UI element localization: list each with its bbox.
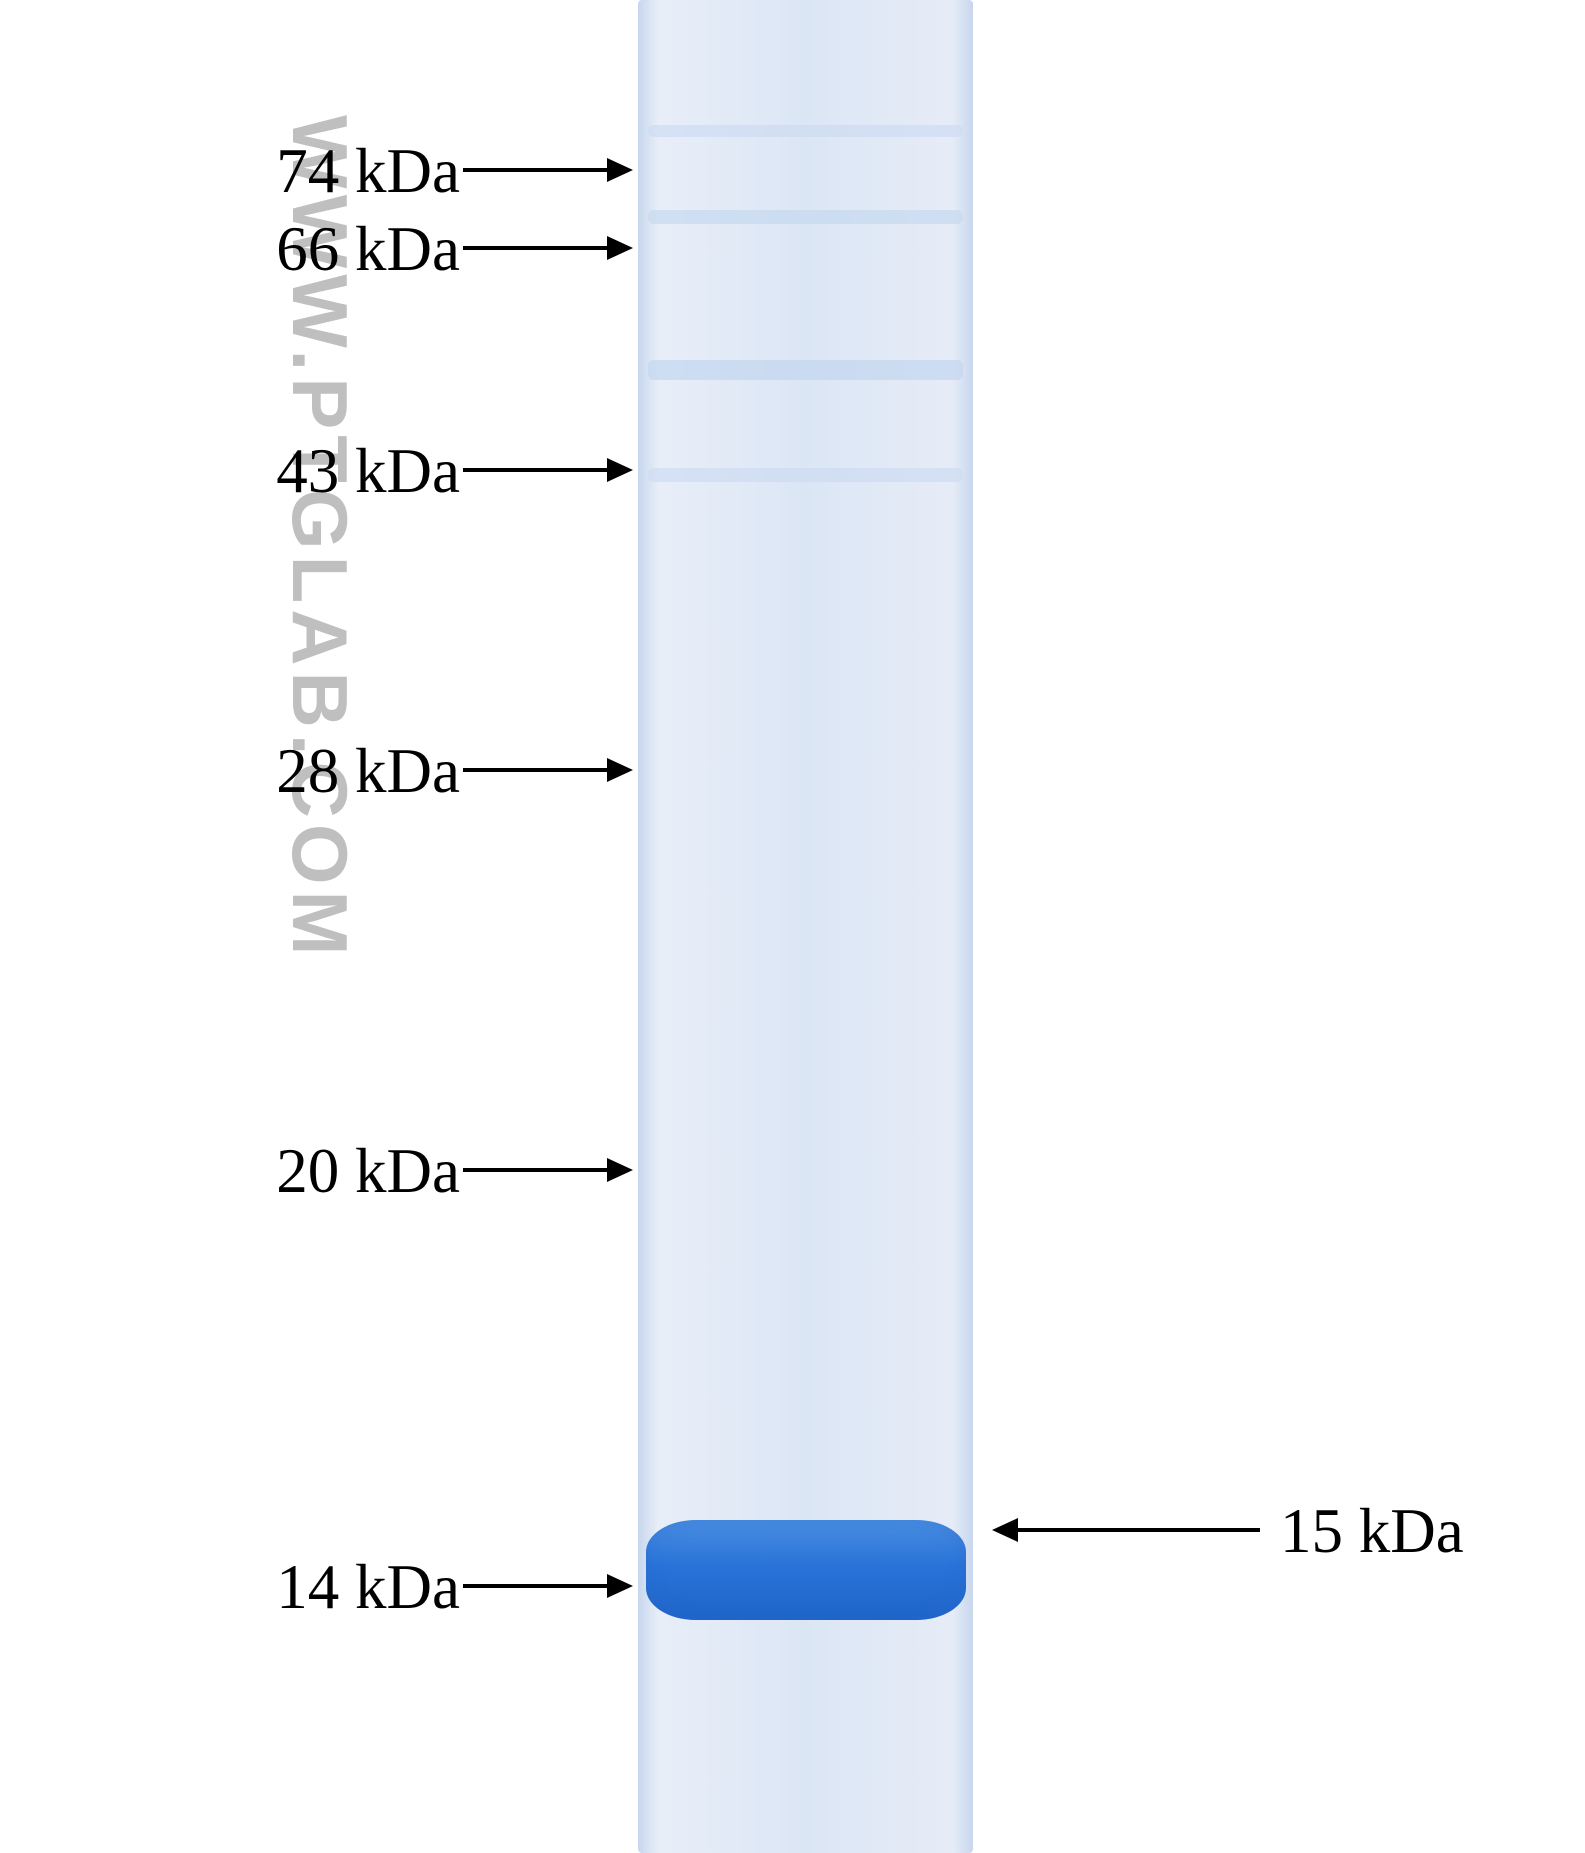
arrow-head-icon: [607, 1158, 633, 1182]
faint-band: [648, 210, 963, 224]
arrow-shaft: [463, 468, 611, 472]
arrow-left-icon: [992, 1528, 1260, 1532]
arrow-head-icon: [607, 236, 633, 260]
protein-band: [646, 1520, 966, 1620]
ladder-label: 74 kDa: [276, 135, 460, 208]
gel-figure: WWW.PTGLAB.COM 74 kDa66 kDa43 kDa28 kDa2…: [0, 0, 1585, 1853]
arrow-shaft: [463, 246, 611, 250]
arrow-right-icon: [463, 1584, 633, 1588]
ladder-label: 28 kDa: [276, 735, 460, 808]
ladder-label: 20 kDa: [276, 1135, 460, 1208]
arrow-shaft: [463, 1168, 611, 1172]
arrow-head-icon: [607, 1574, 633, 1598]
arrow-head-icon: [607, 158, 633, 182]
faint-band: [648, 468, 963, 482]
faint-band: [648, 125, 963, 137]
arrow-shaft: [463, 168, 611, 172]
arrow-right-icon: [463, 1168, 633, 1172]
arrow-shaft: [463, 768, 611, 772]
arrow-head-icon: [992, 1518, 1018, 1542]
gel-lane: [638, 0, 973, 1853]
arrow-right-icon: [463, 246, 633, 250]
faint-band: [648, 360, 963, 380]
arrow-head-icon: [607, 458, 633, 482]
arrow-right-icon: [463, 468, 633, 472]
ladder-label: 66 kDa: [276, 213, 460, 286]
sample-label: 15 kDa: [1280, 1495, 1464, 1568]
arrow-shaft: [463, 1584, 611, 1588]
ladder-label: 14 kDa: [276, 1551, 460, 1624]
arrow-right-icon: [463, 768, 633, 772]
arrow-head-icon: [607, 758, 633, 782]
ladder-label: 43 kDa: [276, 435, 460, 508]
arrow-right-icon: [463, 168, 633, 172]
arrow-shaft: [1014, 1528, 1260, 1532]
